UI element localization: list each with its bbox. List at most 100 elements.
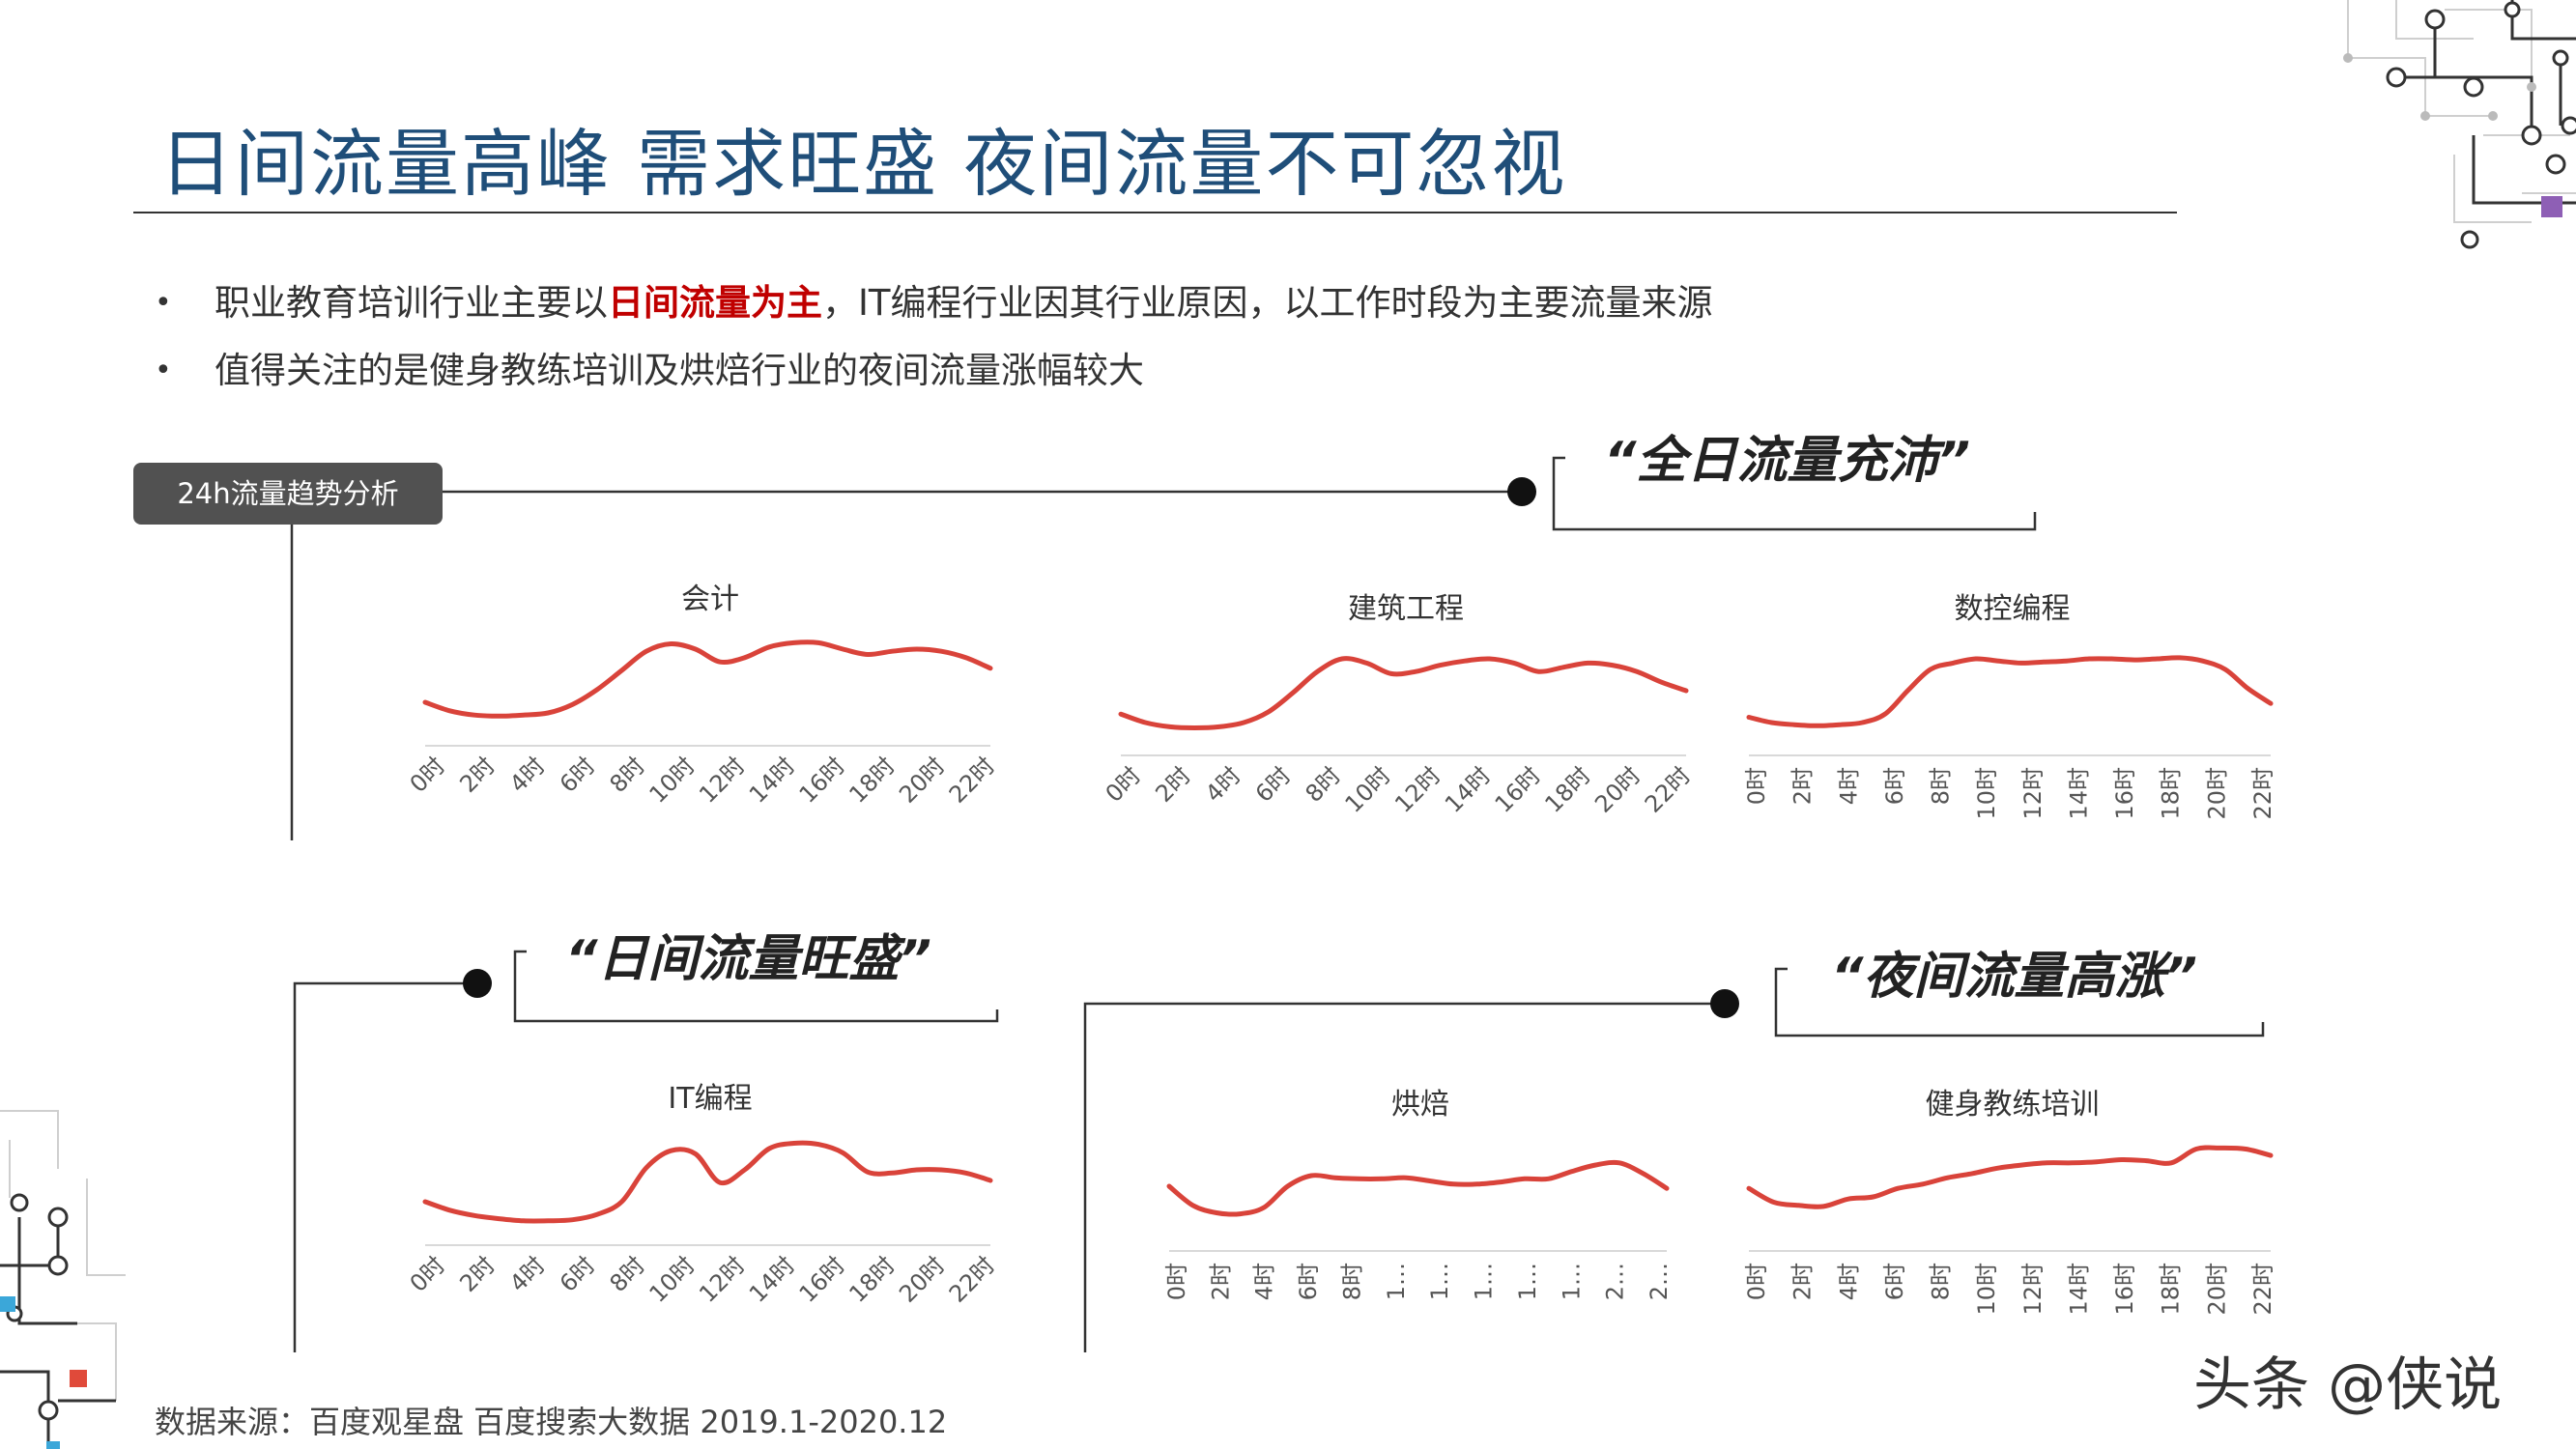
circuit-decoration-bottom-left: [0, 1110, 126, 1449]
x-tick-label: 6时: [555, 1251, 601, 1297]
x-tick-label: 12时: [1389, 761, 1445, 817]
x-tick-label: 16时: [794, 752, 850, 808]
x-tick-label: 1…: [1383, 1263, 1410, 1300]
circuit-decoration-top-right: [2343, 0, 2576, 249]
x-tick-label: 1…: [1426, 1263, 1453, 1300]
bullet-2-text: 值得关注的是健身教练培训及烘焙行业的夜间流量涨幅较大: [215, 350, 1144, 391]
x-tick-label: 6时: [555, 752, 601, 798]
x-tick-label: 4时: [504, 1251, 551, 1297]
x-tick-label: 4时: [1251, 1263, 1278, 1300]
x-tick-label: 0时: [1743, 767, 1770, 805]
bullet-marker: •: [155, 354, 172, 387]
x-tick-label: 22时: [944, 1251, 1000, 1307]
x-tick-label: 20时: [894, 1251, 950, 1307]
data-source-note: 数据来源：百度观星盘 百度搜索大数据 2019.1-2020.12: [155, 1404, 948, 1440]
callout-all-day: “全日流量充沛”: [1604, 432, 1970, 490]
chart-it-programming: IT编程 0时 2时 4时 6时 8时 10时 12时 14时 16时 18时 20时 22时: [405, 1074, 1001, 1345]
x-tick-label: 8时: [1928, 767, 1955, 805]
chart-cnc-programming: 数控编程 0时 2时 4时 6时 8时 10时 12时 14时 16时 18时 20时 22时: [1743, 584, 2280, 845]
x-tick-label: 8时: [1338, 1263, 1365, 1300]
chart-title: 健身教练培训: [1925, 1088, 2100, 1122]
chart-baking: 烘焙 0时 2时 4时 6时 8时 1… 1… 1… 1… 1… 2… 2…: [1163, 1080, 1676, 1350]
x-tick-label: 16时: [2111, 767, 2138, 820]
x-tick-label: 16时: [794, 1251, 850, 1307]
x-tick-label: 2时: [1150, 761, 1196, 808]
chart-svg: 0时 2时 4时 6时 8时 1… 1… 1… 1… 1… 2… 2…: [1163, 1159, 1673, 1300]
x-tick-label: 8时: [1928, 1263, 1955, 1300]
x-tick-label: 2时: [1789, 767, 1817, 805]
x-tick-label: 20时: [1589, 761, 1646, 817]
x-tick-label: 2时: [454, 752, 501, 798]
series-line: [1746, 655, 2274, 728]
x-tick-label: 16时: [1490, 761, 1546, 817]
page-title: 日间流量高峰 需求旺盛 夜间流量不可忽视: [159, 121, 1567, 207]
x-tick-label: 18时: [844, 1251, 900, 1307]
x-tick-label: 6时: [1881, 767, 1908, 805]
x-tick-label: 1…: [1471, 1263, 1498, 1300]
x-tick-label: 12时: [2019, 1263, 2046, 1316]
x-tick-label: 2时: [1789, 1263, 1817, 1300]
x-tick-label: 12时: [694, 752, 750, 808]
x-tick-label: 22时: [944, 752, 1000, 808]
x-tick-label: 10时: [644, 752, 701, 808]
x-tick-label: 1…: [1514, 1263, 1541, 1300]
x-tick-label: 22时: [1640, 761, 1696, 817]
x-tick-label: 4时: [1835, 1263, 1862, 1300]
x-tick-label: 6时: [1295, 1263, 1322, 1300]
chart-fitness-coach: 健身教练培训 0时 2时 4时 6时 8时 10时 12时 14时 16时 18时 20时 22时: [1743, 1080, 2280, 1350]
x-tick-label: 10时: [1973, 767, 2000, 820]
x-tick-label: 2…: [1646, 1263, 1673, 1300]
series-line: [422, 639, 993, 719]
x-tick-label: 18时: [844, 752, 900, 808]
x-tick-label: 2…: [1602, 1263, 1629, 1300]
x-tick-label: 0时: [1743, 1263, 1770, 1300]
x-tick-label: 6时: [1881, 1263, 1908, 1300]
x-tick-label: 10时: [644, 1251, 701, 1307]
chart-title: 会计: [681, 582, 739, 616]
series-line: [1118, 656, 1689, 731]
x-tick-label: 14时: [744, 1251, 800, 1307]
x-tick-label: 20时: [2203, 767, 2230, 820]
x-tick-label: 18时: [2158, 767, 2185, 820]
chart-title: 数控编程: [1954, 592, 2071, 626]
title-divider: [133, 212, 2177, 213]
x-tick-label: 4时: [1200, 761, 1246, 808]
x-tick-label: 14时: [744, 752, 800, 808]
x-tick-label: 18时: [2158, 1263, 2185, 1316]
x-tick-label: 2时: [1207, 1263, 1234, 1300]
x-tick-label: 8时: [605, 752, 651, 798]
section-tag: 24h流量趋势分析: [133, 463, 443, 525]
x-tick-label: 22时: [2249, 1263, 2276, 1316]
x-tick-label: 22时: [2249, 767, 2276, 820]
chart-title: IT编程: [668, 1082, 753, 1116]
x-tick-label: 6时: [1250, 761, 1297, 808]
x-tick-label: 4时: [504, 752, 551, 798]
bullet-1-prefix: 职业教育培训行业主要以: [215, 282, 608, 324]
bullet-1-highlight: 日间流量为主: [608, 282, 822, 324]
bullet-marker: •: [155, 286, 172, 320]
x-tick-label: 14时: [1440, 761, 1496, 817]
x-tick-label: 20时: [2203, 1263, 2230, 1316]
series-line: [1166, 1159, 1670, 1217]
watermark: 头条 @侠说: [2193, 1351, 2503, 1419]
x-tick-label: 8时: [1301, 761, 1347, 808]
series-line: [1746, 1145, 2274, 1209]
x-tick-label: 2时: [454, 1251, 501, 1297]
x-tick-label: 20时: [894, 752, 950, 808]
chart-title: 烘焙: [1391, 1088, 1449, 1122]
series-line: [422, 1140, 993, 1224]
chart-title: 建筑工程: [1348, 592, 1464, 626]
chart-accounting: 会计 0时 2时 4时 6时 8时 10时 12时 14时 16时 18时 20时 22时: [405, 575, 1001, 836]
x-tick-label: 4时: [1835, 767, 1862, 805]
bullet-1-suffix: ，IT编程行业因其行业原因，以工作时段为主要流量来源: [822, 282, 1713, 324]
x-tick-label: 8时: [605, 1251, 651, 1297]
x-tick-label: 14时: [2065, 767, 2092, 820]
x-tick-label: 1…: [1558, 1263, 1585, 1300]
x-tick-label: 18时: [1539, 761, 1595, 817]
x-tick-label: 14时: [2065, 1263, 2092, 1316]
